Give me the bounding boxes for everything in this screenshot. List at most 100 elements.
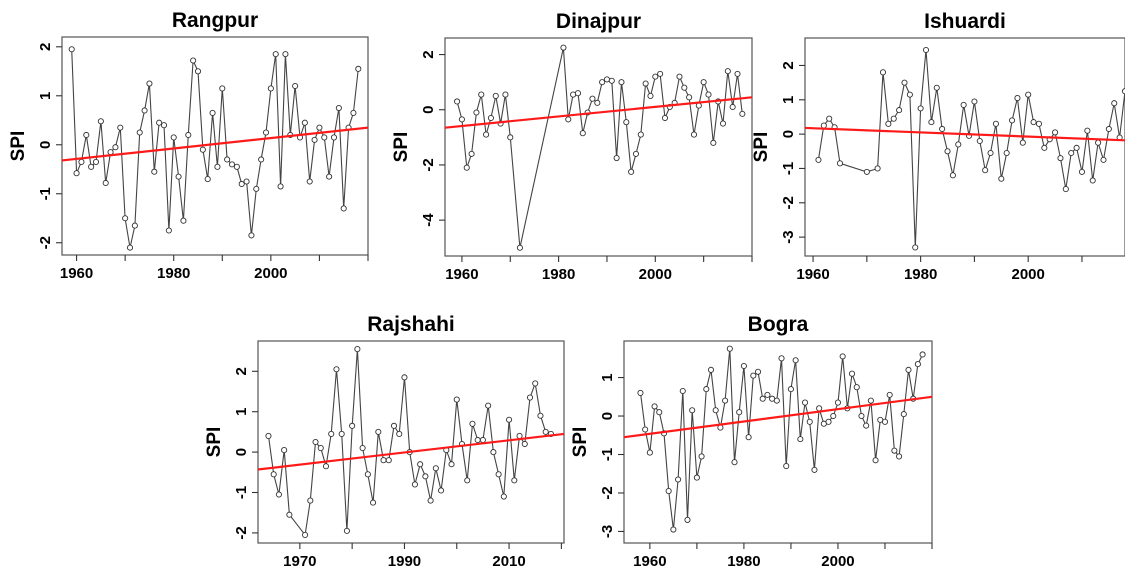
ishuardi-spi-point — [863, 168, 870, 175]
rangpur-spi-point — [156, 119, 163, 126]
dinajpur-xtick-label: 1960 — [445, 266, 478, 283]
bogra-spi-point — [806, 418, 813, 425]
rangpur-spi-point — [292, 82, 299, 90]
rajshahi-spi-point — [448, 461, 455, 468]
dinajpur-spi-point — [473, 109, 480, 116]
bogra-spi-point — [646, 449, 653, 456]
rangpur-spi-point — [194, 68, 202, 75]
rajshahi-spi-point — [375, 428, 382, 435]
dinajpur-spi-point — [724, 68, 731, 75]
rajshahi-ytick-label: 2 — [233, 367, 250, 375]
rajshahi-spi-point — [275, 491, 282, 498]
rajshahi-spi-point — [354, 346, 361, 353]
dinajpur-trend-line — [444, 96, 753, 129]
bogra-spi-point — [703, 386, 710, 393]
bogra-spi-point — [698, 453, 705, 460]
ishuardi-spi-point — [1057, 155, 1064, 162]
dinajpur-ytick-label: 2 — [420, 50, 437, 58]
dinajpur-spi-point — [478, 91, 485, 98]
rajshahi-spi-point — [370, 499, 377, 506]
dinajpur-spi-point — [468, 150, 475, 157]
rajshahi-spi-point — [265, 432, 272, 439]
rangpur-spi-point — [301, 119, 308, 126]
rajshahi-trend-line — [257, 432, 565, 471]
rangpur-xtick-label: 1980 — [157, 265, 190, 282]
ishuardi-spi-point — [982, 167, 989, 174]
rajshahi-spi-point — [302, 531, 309, 538]
ishuardi-spi-point — [998, 175, 1005, 182]
ishuardi-spi-point — [976, 137, 983, 145]
rajshahi-ytick-label: -1 — [233, 486, 250, 499]
rangpur-chart: Rangpur SPI -2 -1 0 1 2 1960 1980 2000 — [8, 9, 369, 282]
ishuardi-spi-point — [1100, 156, 1107, 163]
bogra-spi-point — [754, 368, 762, 375]
ishuardi-spi-point — [815, 156, 822, 163]
bogra-spi-point — [764, 391, 771, 398]
ishuardi-spi-point — [944, 148, 951, 155]
ishuardi-spi-point — [1052, 129, 1059, 136]
rangpur-spi-point — [68, 46, 75, 53]
ishuardi-ytick-label: 2 — [780, 61, 797, 69]
ishuardi-ylabel: SPI — [751, 132, 772, 163]
rangpur-spi-point — [355, 65, 362, 72]
rangpur-spi-point — [185, 131, 192, 139]
rangpur-spi-point — [126, 244, 134, 251]
dinajpur-spi-point — [729, 103, 736, 111]
rangpur-spi-point — [146, 80, 153, 87]
rajshahi-spi-point — [401, 374, 408, 381]
bogra-spi-point — [750, 372, 757, 379]
bogra-spi-series-line — [639, 348, 924, 530]
rajshahi-spi-point — [417, 461, 424, 468]
bogra-spi-point — [830, 412, 837, 420]
bogra-ytick-label: -1 — [599, 448, 616, 461]
rajshahi-spi-point — [317, 445, 324, 452]
ishuardi-spi-point — [906, 91, 913, 98]
bogra-plot-frame — [623, 340, 933, 544]
dinajpur-spi-point — [560, 44, 567, 51]
ishuardi-spi-point — [874, 165, 881, 172]
ishuardi-spi-point — [912, 244, 919, 251]
bogra-spi-point — [759, 395, 766, 402]
dinajpur-spi-point — [454, 98, 461, 105]
ishuardi-spi-point — [890, 115, 897, 122]
dinajpur-ytick-label: -4 — [420, 213, 437, 227]
bogra-spi-point — [853, 384, 860, 391]
rangpur-spi-point — [335, 104, 342, 112]
ishuardi-spi-point — [928, 119, 935, 126]
rangpur-spi-point — [316, 124, 323, 131]
rajshahi-spi-point — [495, 471, 502, 478]
bogra-spi-point — [637, 389, 644, 396]
dinajpur-chart: Dinajpur SPI -4 -2 0 2 1960 1980 2000 — [391, 10, 753, 283]
rangpur-spi-point — [262, 129, 270, 136]
bogra-ytick-label: -2 — [599, 486, 616, 499]
ishuardi-spi-point — [885, 120, 892, 127]
dinajpur-spi-point — [657, 70, 664, 77]
rajshahi-title: Rajshahi — [367, 313, 455, 336]
rajshahi-spi-point — [537, 412, 544, 419]
bogra-spi-point — [801, 399, 809, 406]
rangpur-spi-point — [238, 180, 245, 188]
ishuardi-spi-point — [1068, 149, 1075, 157]
dinajpur-spi-point — [632, 150, 640, 157]
bogra-spi-point — [693, 474, 700, 481]
bogra-ylabel: SPI — [570, 427, 591, 458]
dinajpur-spi-point — [676, 73, 683, 80]
rajshahi-spi-point — [532, 380, 539, 387]
rangpur-xtick-label: 1960 — [60, 265, 93, 282]
rajshahi-spi-point — [322, 463, 330, 470]
rangpur-ylabel: SPI — [8, 131, 29, 162]
bogra-spi-point — [872, 457, 879, 464]
rangpur-spi-point — [340, 205, 347, 212]
rangpur-spi-point — [92, 158, 100, 165]
bogra-spi-point — [839, 353, 846, 360]
rangpur-spi-point — [73, 170, 80, 177]
rajshahi-spi-point — [359, 445, 366, 452]
rajshahi-spi-point — [422, 473, 429, 480]
rajshahi-xtick-label: 1990 — [388, 553, 421, 570]
dinajpur-plot-frame — [444, 37, 753, 257]
dinajpur-xtick-label: 2000 — [639, 266, 672, 283]
rangpur-spi-point — [248, 232, 255, 239]
rajshahi-spi-point — [385, 457, 392, 464]
rangpur-spi-point — [190, 57, 197, 64]
